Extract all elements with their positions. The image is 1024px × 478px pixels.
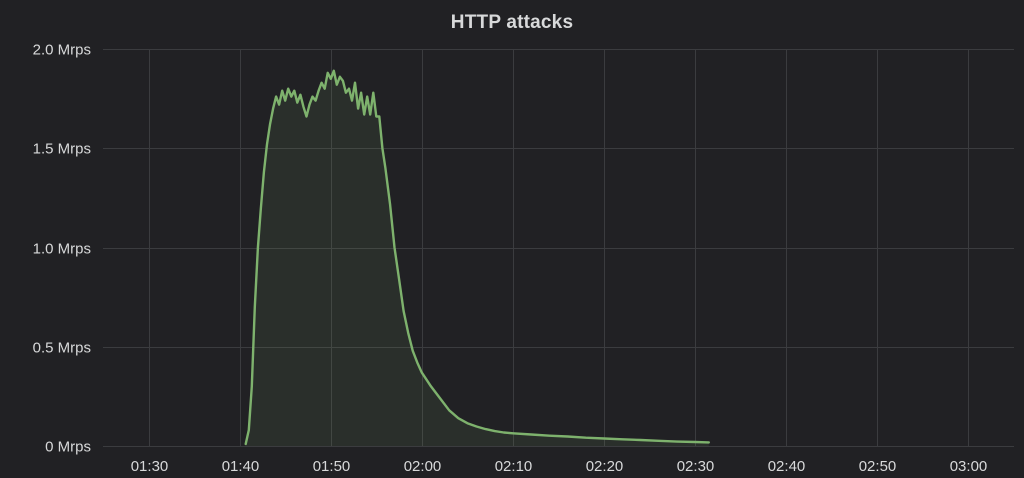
y-tick-label: 0 Mrps [45, 439, 91, 456]
x-tick-label: 02:40 [768, 458, 806, 475]
x-tick-label: 02:50 [859, 458, 897, 475]
series-line[interactable] [244, 69, 710, 446]
series-area-fill [245, 70, 709, 447]
y-tick-label: 2.0 Mrps [33, 42, 91, 59]
panel-title[interactable]: HTTP attacks [450, 12, 574, 33]
x-tick-label: 01:50 [313, 458, 351, 475]
grid [103, 49, 1014, 447]
x-tick-label: 02:30 [677, 458, 715, 475]
x-tick-label: 03:00 [950, 458, 988, 475]
x-tick-label: 02:00 [404, 458, 442, 475]
x-tick-label: 01:40 [222, 458, 260, 475]
x-tick-label: 01:30 [131, 458, 169, 475]
y-axis-labels: 0 Mrps 0.5 Mrps 1.0 Mrps 1.5 Mrps 2.0 Mrps [33, 42, 91, 456]
x-tick-label: 02:10 [495, 458, 533, 475]
y-tick-label: 1.0 Mrps [33, 241, 91, 258]
x-axis-labels: 01:30 01:40 01:50 02:00 02:10 02:20 02:30 02:40… [131, 458, 988, 475]
y-tick-label: 0.5 Mrps [33, 340, 91, 357]
x-tick-label: 02:20 [586, 458, 624, 475]
series-group [244, 69, 710, 447]
y-tick-label: 1.5 Mrps [33, 141, 91, 158]
